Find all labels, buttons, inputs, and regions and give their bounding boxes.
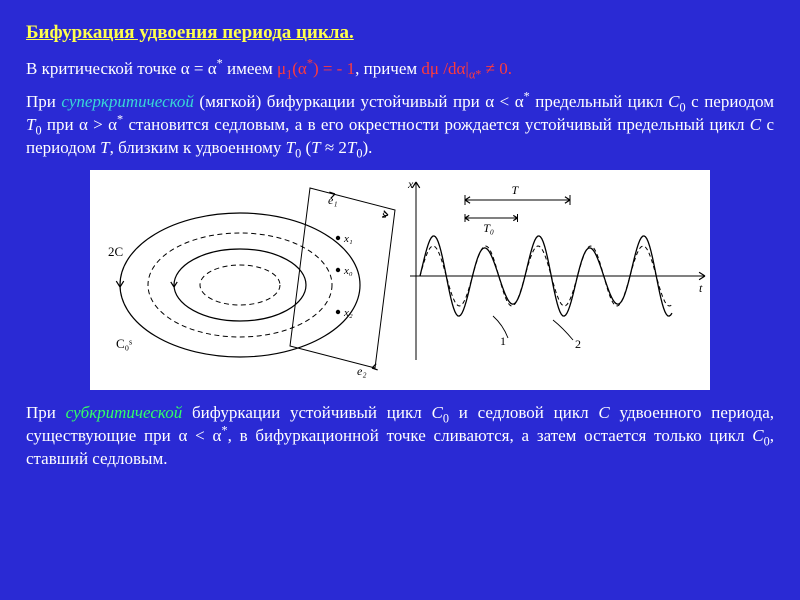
text: ). xyxy=(363,138,373,157)
text: При xyxy=(26,92,61,111)
text: C xyxy=(432,403,443,422)
text: ≠ 0. xyxy=(481,59,512,78)
critical-point-line: В критической точке α = α* имеем μ1(α*) … xyxy=(26,58,774,81)
text: (мягкой) бифуркации устойчивый при α < α xyxy=(194,92,524,111)
text: * xyxy=(217,56,223,70)
text: T xyxy=(286,138,295,157)
text: бифуркации устойчивый цикл xyxy=(182,403,431,422)
text: с периодом xyxy=(686,92,774,111)
text: T xyxy=(100,138,109,157)
text: dμ /dα| xyxy=(421,59,468,78)
text: C xyxy=(752,426,763,445)
text: В критической точке α = α xyxy=(26,59,217,78)
text: при α > α xyxy=(42,115,117,134)
text: C xyxy=(668,92,679,111)
svg-text:x₁: x₁ xyxy=(343,233,353,245)
subcritical-paragraph: При субкритической бифуркации устойчивый… xyxy=(26,402,774,471)
subcritical-word: субкритической xyxy=(66,403,183,422)
text: ( xyxy=(301,138,311,157)
supercritical-word: суперкритической xyxy=(61,92,194,111)
text: имеем xyxy=(227,59,277,78)
mu-expr: μ1(α*) = - 1 xyxy=(277,59,355,78)
text: μ xyxy=(277,59,286,78)
dmu-expr: dμ /dα|α* ≠ 0. xyxy=(421,59,512,78)
text: , причем xyxy=(355,59,421,78)
text: При xyxy=(26,403,66,422)
text: C xyxy=(750,115,761,134)
svg-text:1: 1 xyxy=(500,334,506,348)
supercritical-paragraph: При суперкритической (мягкой) бифуркации… xyxy=(26,91,774,160)
svg-text:T₀: T₀ xyxy=(483,221,494,235)
text: предельный цикл xyxy=(530,92,668,111)
text: становится седловым, а в его окрестности… xyxy=(123,115,750,134)
svg-text:T: T xyxy=(512,183,520,197)
figure-panel: e₁se₂x₁x₀x₂2CC₀ˢxtTT₀12 xyxy=(90,170,710,390)
svg-text:x₀: x₀ xyxy=(343,265,353,277)
slide-root: Бифуркация удвоения периода цикла. В кри… xyxy=(0,0,800,600)
figure-svg: e₁se₂x₁x₀x₂2CC₀ˢxtTT₀12 xyxy=(90,170,710,390)
text: T xyxy=(311,138,320,157)
text: и седловой цикл xyxy=(449,403,598,422)
svg-text:e₁: e₁ xyxy=(328,193,338,207)
slide-title: Бифуркация удвоения периода цикла. xyxy=(26,22,774,44)
svg-text:x: x xyxy=(407,177,414,191)
text: T xyxy=(347,138,356,157)
svg-text:e₂: e₂ xyxy=(357,364,367,378)
text: ≈ 2 xyxy=(321,138,347,157)
text: ) = - 1 xyxy=(313,59,355,78)
text: , близким к удвоенному xyxy=(110,138,286,157)
svg-text:2C: 2C xyxy=(108,244,123,259)
svg-text:t: t xyxy=(699,281,703,295)
text: , в бифуркационной точке сливаются, а за… xyxy=(228,426,753,445)
svg-text:x₂: x₂ xyxy=(343,307,353,319)
text: C xyxy=(598,403,609,422)
text: (α xyxy=(292,59,307,78)
svg-text:C₀ˢ: C₀ˢ xyxy=(116,336,132,351)
svg-text:2: 2 xyxy=(575,337,581,351)
text: α* xyxy=(469,67,482,81)
